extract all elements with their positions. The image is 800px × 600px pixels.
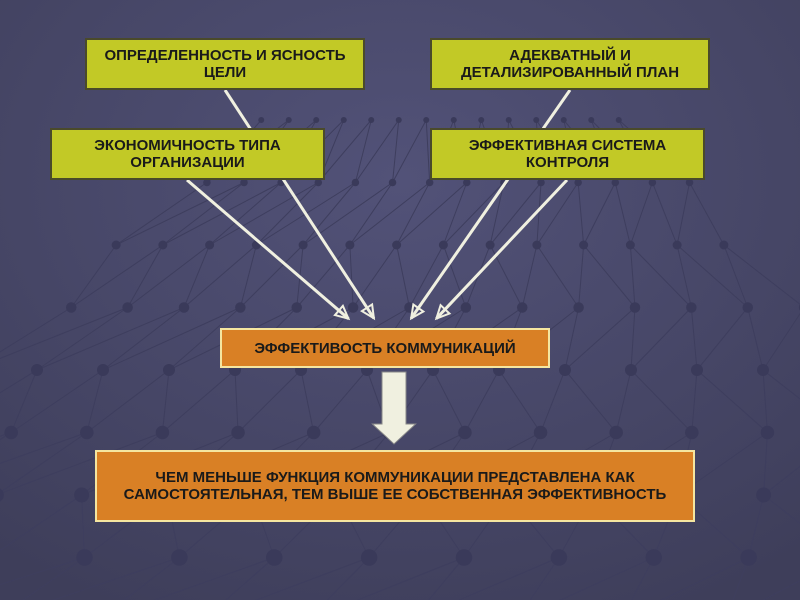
box-top-right: АДЕКВАТНЫЙ И ДЕТАЛИЗИРОВАННЫЙ ПЛАН [430,38,710,90]
box-center: ЭФФЕКТИВОСТЬ КОММУНИКАЦИЙ [220,328,550,368]
box-bottom: ЧЕМ МЕНЬШЕ ФУНКЦИЯ КОММУНИКАЦИИ ПРЕДСТАВ… [95,450,695,522]
box-mid-right: ЭФФЕКТИВНАЯ СИСТЕМА КОНТРОЛЯ [430,128,705,180]
box-mid-left: ЭКОНОМИЧНОСТЬ ТИПА ОРГАНИЗАЦИИ [50,128,325,180]
box-top-left: ОПРЕДЕЛЕННОСТЬ И ЯСНОСТЬ ЦЕЛИ [85,38,365,90]
